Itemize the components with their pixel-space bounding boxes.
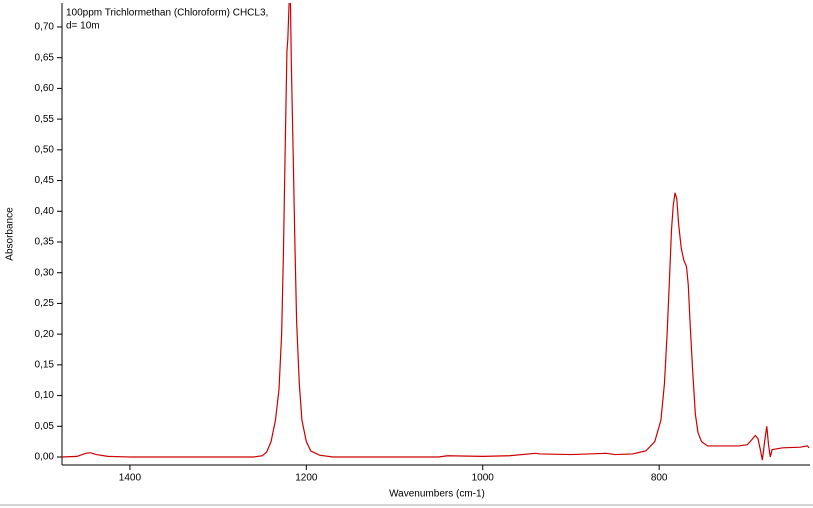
x-tick-label: 800 xyxy=(651,473,668,484)
y-tick-label: 0,40 xyxy=(35,206,55,217)
y-tick-label: 0,60 xyxy=(35,83,55,94)
chart-title: 100ppm Trichlormethan (Chloroform) CHCL3… xyxy=(66,8,268,19)
y-tick-label: 0,35 xyxy=(35,237,55,248)
chart-subtitle: d= 10m xyxy=(66,21,100,32)
spectrum-line xyxy=(62,3,810,461)
x-tick-label: 1400 xyxy=(119,473,142,484)
y-tick-label: 0,30 xyxy=(35,267,55,278)
y-tick-label: 0,00 xyxy=(35,452,55,463)
y-tick-label: 0,15 xyxy=(35,359,55,370)
x-axis-title: Wavenumbers (cm-1) xyxy=(389,489,485,500)
x-tick-label: 1200 xyxy=(295,473,318,484)
y-tick-label: 0,65 xyxy=(35,52,55,63)
y-tick-label: 0,20 xyxy=(35,329,55,340)
y-tick-label: 0,25 xyxy=(35,298,55,309)
x-tick-label: 1000 xyxy=(472,473,495,484)
y-tick-label: 0,55 xyxy=(35,114,55,125)
y-tick-label: 0,70 xyxy=(35,22,55,33)
y-tick-label: 0,45 xyxy=(35,175,55,186)
y-tick-label: 0,10 xyxy=(35,390,55,401)
y-tick-label: 0,50 xyxy=(35,144,55,155)
y-axis-title: Absorbance xyxy=(5,207,16,261)
y-tick-label: 0,05 xyxy=(35,421,55,432)
